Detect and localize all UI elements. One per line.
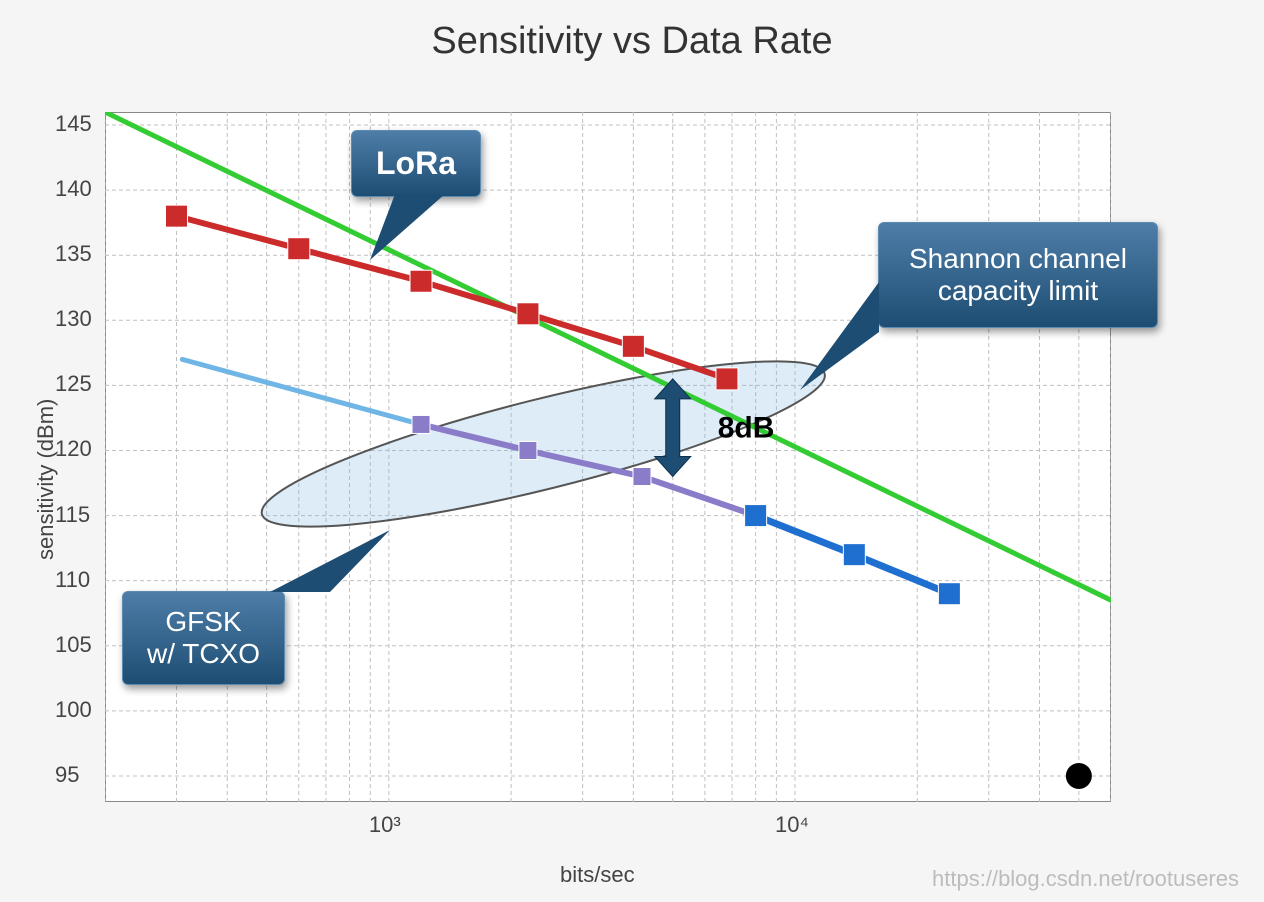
- y-tick-label: 120: [55, 436, 92, 462]
- y-tick-label: 115: [55, 502, 90, 528]
- callout-lora: LoRa: [351, 130, 481, 197]
- y-axis-label: sensitivity (dBm): [33, 399, 59, 560]
- y-tick-label: 100: [55, 697, 92, 723]
- callout-shannon-line2: capacity limit: [909, 275, 1127, 307]
- callout-shannon: Shannon channel capacity limit: [878, 222, 1158, 328]
- x-tick-label: 10³: [369, 812, 401, 838]
- x-axis-label: bits/sec: [560, 862, 635, 888]
- y-tick-label: 110: [55, 567, 90, 593]
- callout-gfsk: GFSK w/ TCXO: [122, 591, 285, 685]
- y-tick-label: 135: [55, 241, 92, 267]
- callout-shannon-line1: Shannon channel: [909, 243, 1127, 275]
- y-tick-label: 125: [55, 371, 92, 397]
- plot-area: 8dB: [105, 112, 1111, 802]
- callout-gfsk-line1: GFSK: [147, 606, 260, 638]
- delta-label: 8dB: [718, 412, 775, 445]
- y-tick-label: 105: [55, 632, 92, 658]
- y-tick-label: 130: [55, 306, 92, 332]
- callout-gfsk-line2: w/ TCXO: [147, 638, 260, 670]
- chart-svg: 8dB: [105, 112, 1111, 802]
- chart-title: Sensitivity vs Data Rate: [0, 20, 1264, 63]
- y-tick-label: 145: [55, 111, 92, 137]
- y-tick-label: 140: [55, 176, 92, 202]
- y-tick-label: 95: [55, 762, 79, 788]
- x-tick-label: 10⁴: [775, 812, 809, 838]
- callout-lora-text: LoRa: [376, 145, 456, 181]
- watermark-text: https://blog.csdn.net/rootuseres: [932, 866, 1239, 892]
